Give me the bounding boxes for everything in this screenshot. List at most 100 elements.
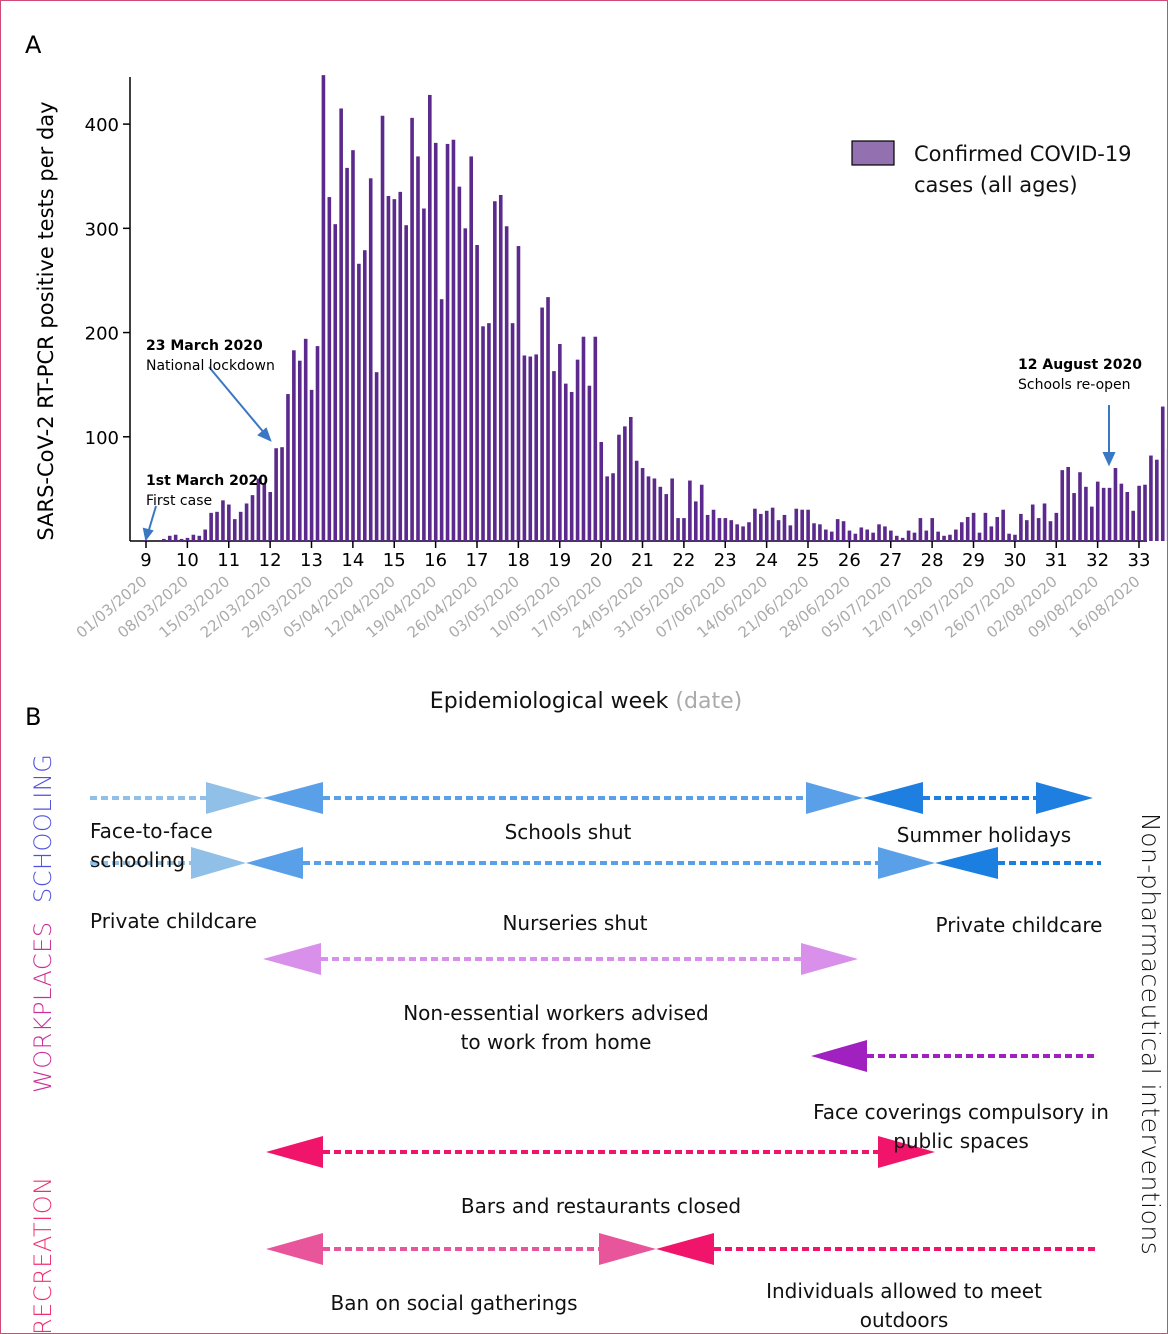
bar (824, 529, 828, 541)
annotation-title: 23 March 2020 (146, 338, 263, 354)
bar (244, 503, 249, 541)
bar (227, 504, 231, 541)
bar (286, 394, 290, 541)
bar (942, 535, 946, 541)
bar (871, 532, 875, 541)
bar (191, 534, 196, 541)
bar (977, 532, 982, 541)
group-label: RECREATION (29, 1176, 57, 1334)
bar (959, 522, 964, 541)
arrow-head (878, 1136, 935, 1168)
bar (634, 460, 639, 541)
x-tick-label: 23 (714, 550, 737, 571)
x-tick-label: 22 (672, 550, 695, 571)
bar (906, 530, 911, 541)
bar (971, 512, 976, 541)
label: Non-essential workers advised to work fr… (403, 1001, 709, 1054)
bar (546, 297, 550, 541)
bar (812, 523, 816, 541)
bar (345, 167, 349, 541)
x-tick-label: 18 (507, 550, 530, 571)
bar (333, 224, 338, 542)
bar (439, 299, 444, 541)
side-title: Non-pharmaceutical interventions (1136, 813, 1165, 1256)
x-tick-label: 32 (1086, 550, 1109, 571)
label: Face coverings compulsory in public spac… (813, 1100, 1109, 1153)
bar (487, 323, 491, 541)
x-tick-label: 20 (590, 550, 613, 571)
bar (1155, 459, 1159, 541)
bar (711, 509, 716, 541)
bar (1048, 521, 1053, 541)
bar (1149, 455, 1153, 541)
bar (457, 186, 462, 541)
bar (664, 494, 669, 541)
bar (179, 538, 184, 541)
label: Bars and restaurants closed (460, 1194, 742, 1218)
bar (1042, 503, 1047, 541)
bar (693, 501, 698, 541)
arrow-head (656, 1233, 714, 1265)
arrow-head (806, 782, 863, 814)
x-tick-label: 25 (797, 550, 820, 571)
bar (428, 94, 432, 541)
bar (1054, 512, 1059, 541)
bar (510, 323, 515, 541)
arrow-head (263, 943, 321, 975)
arrow-head (206, 782, 263, 814)
bar (274, 448, 278, 541)
arrow-head (1036, 782, 1093, 814)
bar (617, 434, 621, 541)
bar (410, 117, 414, 541)
bar (770, 507, 775, 541)
bar (930, 518, 935, 541)
bar (865, 529, 870, 541)
bar (759, 513, 763, 541)
x-axis-title-text: Epidemiological week (429, 689, 669, 714)
bar (611, 473, 615, 541)
bar (841, 521, 846, 541)
bar (747, 522, 751, 541)
group-label: WORKPLACES (29, 921, 57, 1093)
bar (303, 338, 308, 541)
bar (1007, 533, 1011, 541)
label: Schools shut (504, 820, 632, 844)
bar (918, 518, 923, 541)
bar (504, 226, 509, 541)
bar (1036, 518, 1041, 541)
bar (569, 391, 574, 541)
bar (847, 530, 852, 541)
bar (374, 372, 379, 541)
x-tick-label: 10 (176, 550, 199, 571)
bar (753, 508, 757, 541)
bar (924, 530, 929, 541)
bar (528, 356, 533, 541)
bar (203, 529, 208, 541)
x-tick-label: 11 (217, 550, 240, 571)
x-tick-label: 33 (1128, 550, 1151, 571)
bar (688, 480, 692, 541)
bar (1072, 493, 1076, 541)
arrow-head (599, 1233, 656, 1265)
x-tick-label: 19 (548, 550, 571, 571)
bar (362, 250, 367, 541)
bar (788, 525, 793, 541)
bar (327, 197, 332, 542)
bar (451, 139, 456, 541)
x-axis-title-note: (date) (675, 689, 743, 714)
arrow-head (246, 847, 303, 879)
bar (989, 526, 994, 541)
arrow-head (935, 847, 998, 879)
x-tick-label: 24 (755, 550, 778, 571)
bar (1107, 487, 1112, 541)
bar (699, 484, 704, 541)
bar (558, 344, 562, 541)
bar (948, 534, 952, 541)
x-axis-title: Epidemiological week (date) (361, 687, 811, 716)
arrow-head (191, 847, 246, 879)
bar (1131, 510, 1135, 541)
label: Private childcare (935, 913, 1103, 937)
bar (386, 196, 391, 541)
bar (315, 346, 320, 541)
